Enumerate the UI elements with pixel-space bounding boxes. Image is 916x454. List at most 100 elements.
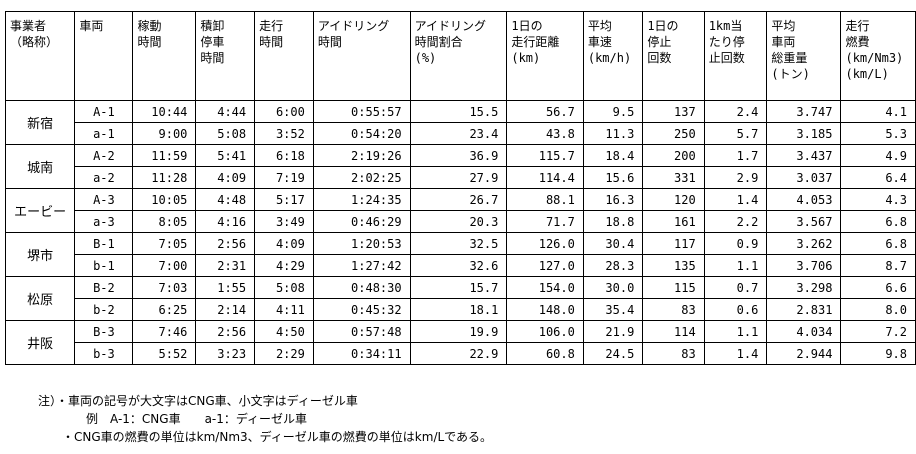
header-line: (%)	[414, 51, 437, 65]
table-cell: 30.4	[582, 232, 644, 255]
header-line: 積卸	[200, 19, 225, 33]
table-cell: 11:28	[132, 166, 197, 189]
table-cell: 1.1	[703, 320, 768, 343]
table-cell: 2:19:26	[312, 144, 411, 167]
vehicle-id: b-2	[74, 298, 134, 321]
table-cell: 114	[642, 320, 705, 343]
table-cell: 0.9	[703, 232, 768, 255]
table-cell: 8.7	[840, 254, 916, 277]
header-line: 1日の	[511, 19, 543, 33]
header-line: 時間	[200, 51, 225, 65]
table-cell: 4.034	[766, 320, 842, 343]
table-row: b-2 6:25 2:14 4:11 0:45:32 18.1 148.0 35.4 83 0.6…	[6, 298, 916, 321]
header-line: 燃費	[845, 35, 870, 49]
table-cell: 4:44	[195, 100, 256, 123]
operator-name: 新宿	[4, 100, 76, 145]
table-cell: 0:46:29	[312, 210, 411, 233]
header-line: 回数	[647, 51, 672, 65]
vehicle-id: A-1	[74, 100, 134, 123]
table-cell: 2.9	[703, 166, 768, 189]
table-row: 堺市 B-1 7:05 2:56 4:09 1:20:53 32.5 126.0 30.4 117…	[4, 232, 916, 277]
table-cell: 120	[642, 188, 705, 211]
vehicle-id: B-3	[74, 320, 134, 343]
vehicle-id: B-1	[74, 232, 134, 255]
table-cell: 4:29	[254, 254, 314, 277]
table-cell: 3:52	[254, 122, 314, 145]
table-cell: 19.9	[409, 320, 508, 343]
header-line: (km)	[511, 51, 541, 65]
column-header: 事業者 （略称）	[4, 11, 76, 101]
table-row: a-2 11:28 4:09 7:19 2:02:25 27.9 114.4 15.6 331 2…	[6, 166, 916, 189]
header-line: 停止	[647, 35, 672, 49]
header-line: 時間	[259, 35, 284, 49]
table-cell: 7:03	[132, 276, 197, 299]
vehicle-id: b-1	[74, 254, 134, 277]
header-line: アイドリング	[317, 19, 390, 33]
table-cell: 135	[642, 254, 705, 277]
table-cell: 3:23	[195, 342, 256, 365]
table-cell: 1.7	[703, 144, 768, 167]
table-cell: 2:14	[195, 298, 256, 321]
table-cell: 88.1	[506, 188, 584, 211]
table-row: 城南 A-2 11:59 5:41 6:18 2:19:26 36.9 115.7 18.4 20…	[4, 144, 916, 189]
table-cell: 9.8	[840, 342, 916, 365]
notes: 注）・車両の記号が大文字はCNG車、小文字はディーゼル車 例 A-1：CNG車 …	[38, 392, 492, 446]
header-line: 稼動	[137, 19, 162, 33]
table-cell: 126.0	[506, 232, 584, 255]
header-line: 1日の	[647, 19, 679, 33]
table-cell: 0:54:20	[312, 122, 411, 145]
table-cell: 106.0	[506, 320, 584, 343]
table-cell: 1:24:35	[312, 188, 411, 211]
table-cell: 20.3	[409, 210, 508, 233]
operator-name: 松原	[4, 276, 76, 321]
table-cell: 83	[642, 298, 705, 321]
table-cell: 2:29	[254, 342, 314, 365]
header-line: 1km当	[708, 19, 743, 33]
table-cell: 3.185	[766, 122, 842, 145]
table-cell: 6.6	[840, 276, 916, 299]
table-cell: 1:55	[195, 276, 256, 299]
table-cell: 4:50	[254, 320, 314, 343]
vehicle-id: B-2	[74, 276, 134, 299]
table-cell: 3.298	[766, 276, 842, 299]
table-cell: 148.0	[506, 298, 584, 321]
table-cell: 3.037	[766, 166, 842, 189]
table-cell: 115.7	[506, 144, 584, 167]
table-cell: 5:41	[195, 144, 256, 167]
table-cell: 10:44	[132, 100, 197, 123]
table-cell: 3.437	[766, 144, 842, 167]
table-cell: 6:25	[132, 298, 197, 321]
table-cell: 7.2	[840, 320, 916, 343]
header-line: 時間割合	[414, 35, 463, 49]
table-cell: 4:48	[195, 188, 256, 211]
table-cell: 2.4	[703, 100, 768, 123]
table-cell: 5.3	[840, 122, 916, 145]
table-cell: 2:31	[195, 254, 256, 277]
table-cell: 28.3	[582, 254, 644, 277]
table-cell: 4:16	[195, 210, 256, 233]
table-cell: 1.1	[703, 254, 768, 277]
table-row: 新宿 A-1 10:44 4:44 6:00 0:55:57 15.5 56.7 9.5 137 2…	[4, 100, 916, 145]
operator-name: 堺市	[4, 232, 76, 277]
header-line: (km/L)	[845, 67, 889, 81]
table-row: a-3 8:05 4:16 3:49 0:46:29 20.3 71.7 18.8 161 2.2…	[6, 210, 916, 233]
column-header: 走行 燃費 (km/Nm3) (km/L)	[840, 11, 916, 101]
table-cell: 200	[642, 144, 705, 167]
column-header: 車両	[74, 11, 134, 101]
table-cell: 4:11	[254, 298, 314, 321]
table-cell: 154.0	[506, 276, 584, 299]
table-cell: 5:52	[132, 342, 197, 365]
table-row: 松原 B-2 7:03 1:55 5:08 0:48:30 15.7 154.0 30.0 115…	[4, 276, 916, 321]
table-cell: 71.7	[506, 210, 584, 233]
table-cell: 2.944	[766, 342, 842, 365]
header-line: 時間	[317, 35, 342, 49]
table-cell: 127.0	[506, 254, 584, 277]
table-cell: 3.747	[766, 100, 842, 123]
header-line: 平均	[587, 19, 612, 33]
table-cell: 0:55:57	[312, 100, 411, 123]
table-cell: 0.6	[703, 298, 768, 321]
table-cell: 8.0	[840, 298, 916, 321]
table-cell: 5.7	[703, 122, 768, 145]
table-cell: 15.7	[409, 276, 508, 299]
vehicle-id: b-3	[74, 342, 134, 365]
